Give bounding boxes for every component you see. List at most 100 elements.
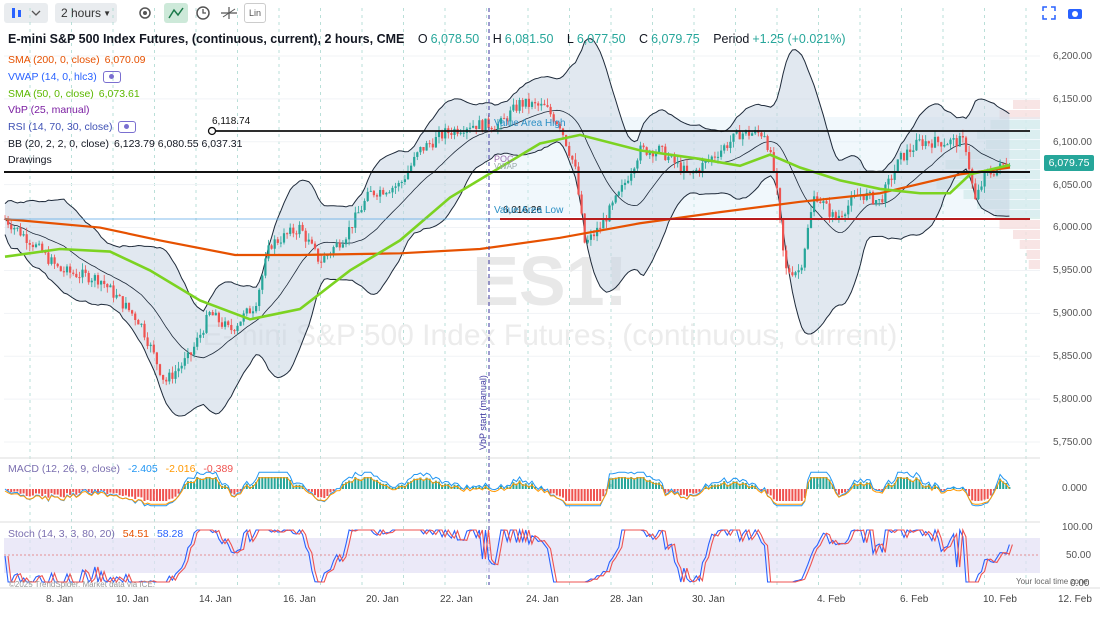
legend-bb[interactable]: BB (20, 2, 2, 0, close) 6,123.79 6,080.55… bbox=[8, 138, 242, 150]
legend-vwap[interactable]: VWAP (14, 0, hlc3) bbox=[8, 71, 121, 84]
candle-body bbox=[149, 344, 152, 347]
trendline-icon bbox=[168, 7, 184, 19]
fullscreen-icon bbox=[1042, 6, 1056, 20]
candle-body bbox=[673, 155, 676, 163]
candle-body bbox=[422, 146, 425, 151]
macd-bar bbox=[128, 489, 130, 497]
macd-bar bbox=[636, 477, 639, 489]
candle-body bbox=[813, 196, 816, 213]
macd-bar bbox=[354, 477, 357, 489]
legend-label: Stoch (14, 3, 3, 80, 20) bbox=[8, 528, 115, 540]
candle-body bbox=[958, 136, 961, 147]
macd-bar bbox=[431, 481, 434, 489]
candle-body bbox=[369, 190, 372, 192]
auto-trendline-button[interactable] bbox=[164, 3, 188, 23]
macd-bar bbox=[828, 479, 831, 489]
legend-drawings[interactable]: Drawings bbox=[8, 154, 52, 166]
macd-bar bbox=[22, 489, 25, 494]
hline-anchor[interactable] bbox=[207, 126, 217, 136]
macd-bar bbox=[444, 483, 447, 489]
interval-select[interactable]: 2 hours ▼ bbox=[55, 3, 117, 23]
legend-sma200[interactable]: SMA (200, 0, close) 6,070.09 bbox=[8, 54, 146, 66]
date-tick: 12. Feb bbox=[1058, 594, 1092, 605]
timezone-label[interactable]: Your local time zone bbox=[1016, 577, 1088, 586]
stoch-d-line bbox=[7, 527, 1013, 584]
macd-bar bbox=[655, 482, 657, 489]
candle-body bbox=[227, 321, 230, 325]
macd-bar bbox=[512, 482, 515, 489]
macd-bar bbox=[574, 489, 577, 501]
candle-body bbox=[543, 103, 546, 106]
candle-body bbox=[726, 145, 729, 149]
fullscreen-button[interactable] bbox=[1042, 6, 1056, 23]
volume-profile-bar bbox=[1013, 100, 1040, 109]
candle-body bbox=[267, 245, 270, 259]
candle-body bbox=[496, 123, 499, 130]
candle-body bbox=[155, 352, 158, 365]
candle-body bbox=[980, 186, 983, 190]
candle-body bbox=[475, 125, 478, 130]
legend-rsi[interactable]: RSI (14, 70, 30, close) bbox=[8, 121, 137, 134]
candle-body bbox=[583, 213, 586, 243]
macd-bar bbox=[707, 487, 710, 489]
macd-bar bbox=[372, 479, 375, 489]
macd-bar bbox=[199, 478, 202, 489]
candle-body bbox=[1002, 163, 1005, 165]
crosshair-button[interactable] bbox=[218, 3, 240, 23]
macd-bar bbox=[940, 489, 943, 491]
date-tick: 30. Jan bbox=[692, 594, 725, 605]
legend-macd[interactable]: MACD (12, 26, 9, close) -2.405 -2.016 -0… bbox=[8, 463, 233, 475]
macd-bar bbox=[90, 489, 93, 494]
candle-body bbox=[723, 145, 726, 151]
macd-bar bbox=[97, 489, 99, 493]
lin-scale-button[interactable]: Lin bbox=[244, 3, 266, 23]
date-tick: 28. Jan bbox=[610, 594, 643, 605]
candle-body bbox=[295, 233, 298, 235]
eye-icon[interactable] bbox=[118, 121, 137, 134]
macd-bar bbox=[568, 489, 571, 501]
macd-bar bbox=[78, 489, 81, 493]
macd-bar bbox=[62, 489, 65, 498]
candle-body bbox=[586, 239, 589, 243]
macd-bar bbox=[168, 489, 171, 500]
red-level-label: 6,016.26 bbox=[503, 205, 542, 216]
macd-bar bbox=[379, 482, 382, 489]
settings-button[interactable] bbox=[134, 3, 156, 23]
candle-body bbox=[168, 372, 171, 382]
legend-sma50[interactable]: SMA (50, 0, close) 6,073.61 bbox=[8, 88, 140, 100]
macd-bar bbox=[841, 489, 843, 494]
macd-bar bbox=[233, 489, 236, 495]
candle-body bbox=[937, 136, 940, 143]
value-area-high-label: Value Area High bbox=[494, 118, 566, 129]
candle-body bbox=[53, 257, 56, 264]
macd-bar bbox=[165, 489, 168, 501]
snapshot-button[interactable] bbox=[1067, 6, 1083, 23]
macd-bar bbox=[744, 483, 747, 489]
candle-body bbox=[59, 266, 62, 272]
candle-body bbox=[887, 178, 890, 185]
clock-button[interactable] bbox=[192, 3, 214, 23]
candle-body bbox=[450, 133, 453, 135]
macd-bar bbox=[772, 489, 775, 500]
candle-body bbox=[927, 141, 930, 144]
candle-body bbox=[977, 189, 980, 200]
candle-body bbox=[574, 159, 577, 167]
candle-body bbox=[416, 152, 419, 157]
candle-body bbox=[509, 110, 512, 122]
candle-body bbox=[840, 215, 844, 217]
candle-body bbox=[837, 215, 840, 219]
macd-bar bbox=[692, 489, 695, 494]
price-tick: 6,200.00 bbox=[1053, 51, 1092, 62]
candle-body bbox=[704, 160, 707, 163]
macd-bar bbox=[376, 479, 378, 489]
macd-bar bbox=[351, 481, 354, 489]
chart-type-button[interactable] bbox=[4, 3, 48, 23]
macd-bar bbox=[1005, 483, 1008, 489]
macd-bar bbox=[596, 489, 599, 501]
eye-icon[interactable] bbox=[102, 71, 121, 84]
legend-stoch[interactable]: Stoch (14, 3, 3, 80, 20) 54.51 58.28 bbox=[8, 528, 183, 540]
legend-vbp[interactable]: VbP (25, manual) bbox=[8, 104, 90, 116]
candle-body bbox=[196, 337, 199, 347]
candle-body bbox=[713, 156, 716, 158]
